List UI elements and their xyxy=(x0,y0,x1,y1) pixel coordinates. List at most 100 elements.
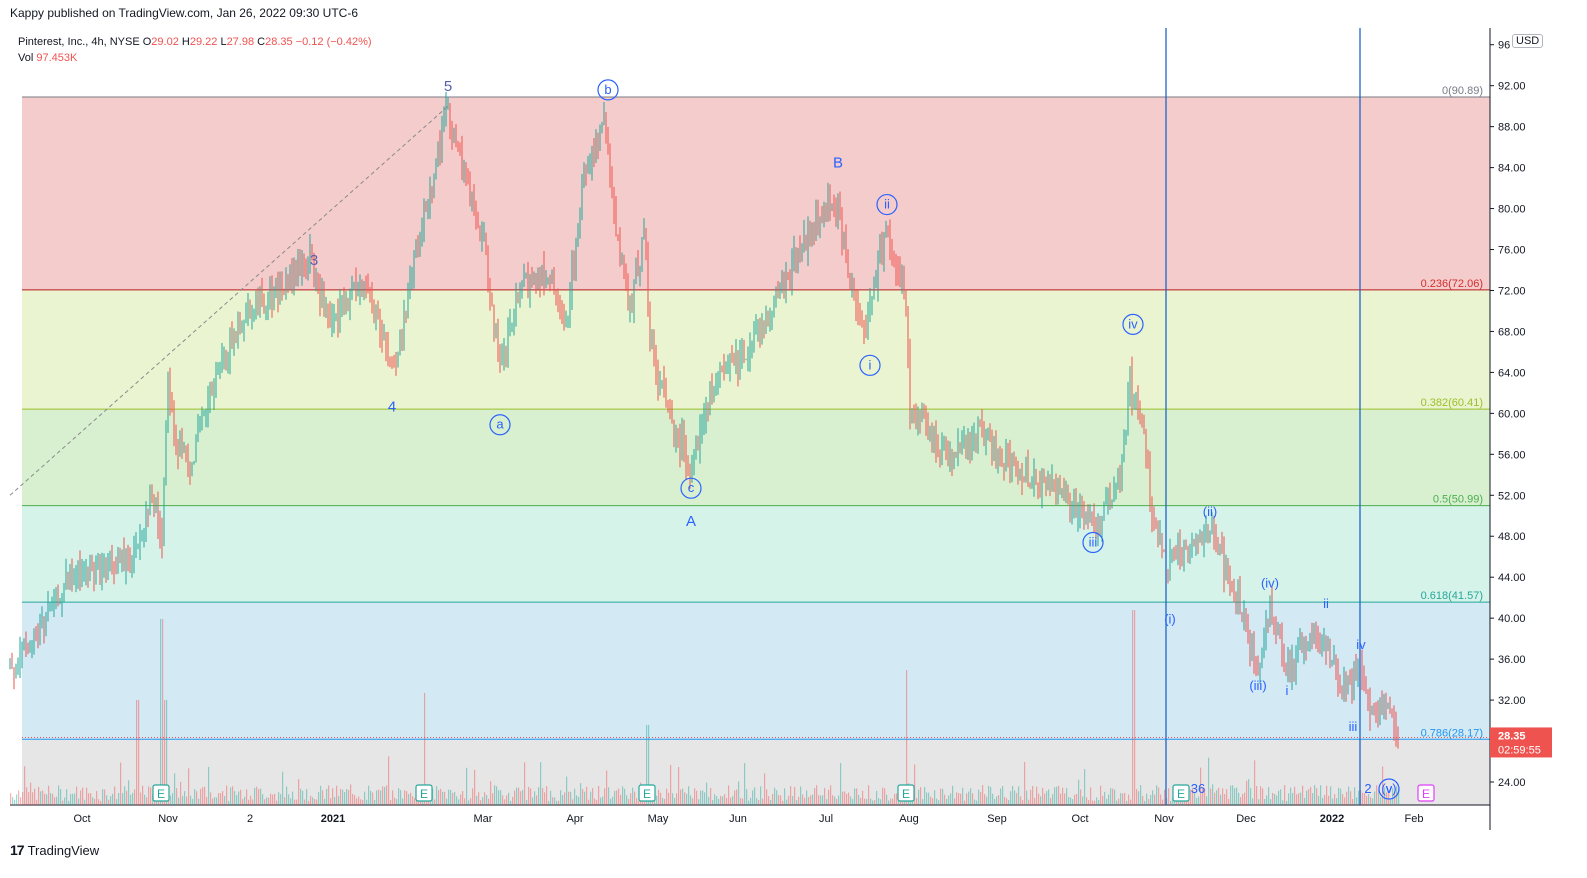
volume-bar xyxy=(186,796,188,805)
volume-bar xyxy=(1368,793,1370,805)
volume-bar xyxy=(788,795,790,805)
volume-bar xyxy=(412,796,414,805)
volume-bar xyxy=(188,768,190,805)
volume-bar xyxy=(1354,787,1356,805)
fib-zone xyxy=(22,409,1490,506)
volume-bar xyxy=(742,798,744,805)
volume-bar xyxy=(1128,794,1130,805)
volume-bar xyxy=(1284,785,1286,805)
volume-bar xyxy=(1060,793,1062,805)
volume-bar xyxy=(730,797,732,805)
volume-bar xyxy=(294,799,296,805)
volume-bar xyxy=(756,798,758,805)
volume-bar xyxy=(1026,790,1028,805)
volume-bar xyxy=(724,794,726,805)
volume-bar xyxy=(828,789,830,805)
y-tick-label: 36.00 xyxy=(1498,654,1526,666)
volume-bar xyxy=(342,789,344,805)
volume-bar xyxy=(518,787,520,805)
volume-bar xyxy=(1336,798,1338,805)
volume-bar xyxy=(616,790,618,805)
volume-bar xyxy=(758,800,760,805)
volume-bar xyxy=(1334,794,1336,805)
volume-bar xyxy=(402,798,404,805)
volume-bar xyxy=(600,797,602,805)
volume-bar xyxy=(182,795,184,805)
volume-bar xyxy=(220,793,222,805)
volume-bar xyxy=(814,788,816,805)
volume-bar xyxy=(84,799,86,805)
volume-bar xyxy=(696,790,698,805)
volume-bar xyxy=(896,793,898,805)
volume-bar xyxy=(380,790,382,805)
volume-bar xyxy=(986,796,988,805)
volume-bar xyxy=(820,795,822,805)
volume-bar xyxy=(608,787,610,805)
volume-bar xyxy=(442,791,444,805)
volume-bar xyxy=(718,798,720,805)
volume-bar xyxy=(168,800,170,805)
volume-bar xyxy=(250,795,252,805)
volume-bar xyxy=(68,800,70,805)
volume-bar xyxy=(548,800,550,805)
volume-bar xyxy=(1320,785,1322,805)
last-price-countdown: 02:59:55 xyxy=(1498,744,1541,756)
wave-label: 36 xyxy=(1191,781,1205,796)
volume-bar xyxy=(1206,796,1208,805)
volume-bar xyxy=(190,795,192,805)
volume-bar xyxy=(1310,786,1312,805)
volume-bar xyxy=(584,791,586,805)
wave-label: (i) xyxy=(1164,611,1176,626)
volume-bar xyxy=(184,791,186,805)
volume-bar xyxy=(666,788,668,805)
volume-bar xyxy=(892,798,894,805)
volume-bar xyxy=(60,789,62,805)
volume-bar xyxy=(794,786,796,805)
currency-button[interactable]: USD xyxy=(1512,34,1544,48)
volume-bar xyxy=(384,787,386,805)
volume-bar xyxy=(522,789,524,805)
volume-bar xyxy=(276,800,278,805)
volume-bar xyxy=(540,762,542,805)
volume-bar xyxy=(924,787,926,805)
volume-bar xyxy=(944,794,946,805)
volume-bar xyxy=(486,795,488,805)
volume-bar xyxy=(264,799,266,805)
volume-bar xyxy=(1316,788,1318,805)
volume-bar xyxy=(1120,793,1122,805)
x-tick-label: Dec xyxy=(1236,813,1256,825)
volume-bar xyxy=(1240,797,1242,805)
volume-bar xyxy=(292,791,294,805)
volume-bar xyxy=(212,798,214,805)
earnings-marker-label: E xyxy=(902,787,910,801)
volume-bar xyxy=(1036,786,1038,805)
volume-bar xyxy=(484,792,486,805)
volume-bar xyxy=(1376,785,1378,805)
volume-bar xyxy=(978,789,980,805)
volume-bar xyxy=(1200,767,1202,805)
fib-label: 0(90.89) xyxy=(1442,85,1483,97)
volume-bar xyxy=(50,793,52,805)
volume-bar xyxy=(840,762,842,805)
volume-bar xyxy=(1024,761,1026,805)
volume-bar xyxy=(282,771,284,805)
volume-bar xyxy=(994,799,996,805)
volume-bar xyxy=(1268,787,1270,805)
volume-bar xyxy=(140,792,142,805)
volume-bar xyxy=(64,797,66,805)
volume-bar xyxy=(162,619,164,805)
volume-bar xyxy=(46,794,48,805)
volume-bar xyxy=(728,785,730,805)
x-tick-label: Nov xyxy=(158,813,178,825)
volume-bar xyxy=(62,800,64,805)
volume-bar xyxy=(956,792,958,805)
volume-bar xyxy=(280,794,282,805)
volume-bar xyxy=(358,796,360,805)
volume-bar xyxy=(1090,787,1092,805)
volume-bar xyxy=(1398,789,1400,805)
volume-bar xyxy=(852,799,854,805)
volume-bar xyxy=(466,767,468,805)
volume-bar xyxy=(830,785,832,805)
volume-bar xyxy=(552,797,554,805)
